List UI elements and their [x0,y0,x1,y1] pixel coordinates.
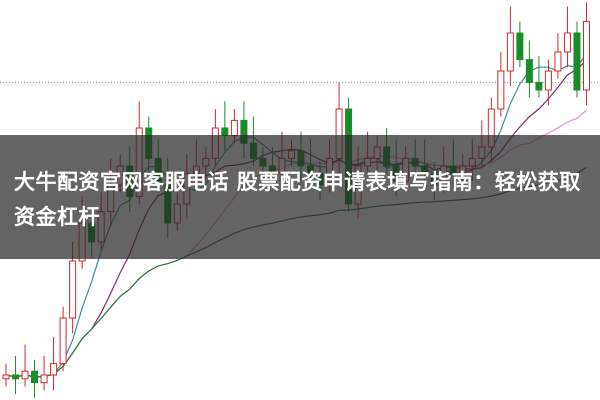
candle-up [50,363,58,376]
candle-up [544,70,552,91]
candle-up [582,21,590,91]
candle-up [40,374,48,384]
candle-down [31,370,39,384]
headline-title: 大牛配资官网客服电话 股票配资申请表填写指南：轻松获取资金杠杆 [14,170,581,229]
candle-down [535,81,543,91]
candle-down [573,32,581,91]
candle-up [506,32,514,72]
candle-up [21,370,29,380]
candle-down [516,32,524,61]
candle-up [59,317,67,365]
candle-down [525,59,533,83]
headline-overlay [0,135,600,259]
candle-down [12,374,20,380]
candle-up [2,374,10,380]
candle-up [497,70,505,110]
candle-up [563,32,571,53]
candle-up [230,119,238,137]
candle-up [554,51,562,72]
candle-up [69,260,77,319]
